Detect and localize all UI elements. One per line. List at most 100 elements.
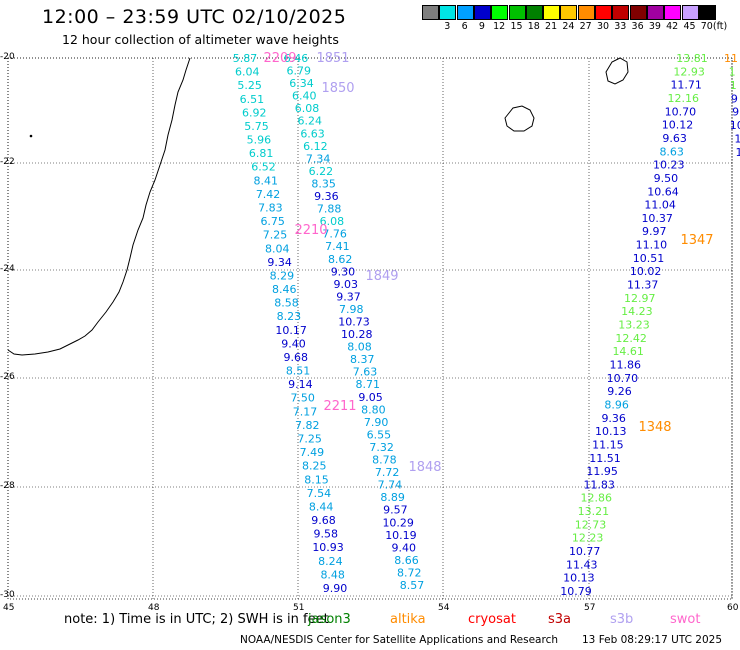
wave-height-value: 10.19 (385, 529, 417, 542)
colorbar-label: 70 (700, 21, 713, 32)
pass-number-label: 2209 (263, 51, 296, 66)
wave-height-value: 7.49 (300, 446, 325, 459)
wave-height-value: 1 (730, 79, 737, 92)
footnote: note: 1) Time is in UTC; 2) SWH is in fe… (64, 612, 329, 627)
wave-height-value: 10.13 (563, 572, 595, 585)
wave-height-value: 9.40 (391, 541, 416, 554)
wave-height-value: 8.41 (254, 174, 279, 187)
longitude-tick-label: 45 (3, 603, 15, 613)
lat-lon-grid (7, 57, 733, 600)
madagascar-coastline (7, 57, 191, 356)
wave-height-value: 9.63 (662, 132, 687, 145)
colorbar-swatch (577, 5, 595, 20)
wave-height-value: 6.63 (300, 127, 325, 140)
wave-height-value: 10.70 (607, 372, 639, 385)
wave-height-value: 8.96 (604, 398, 629, 411)
wave-height-value: 14.61 (612, 345, 644, 358)
wave-height-value: 10.13 (595, 425, 627, 438)
wave-height-value: 9.36 (601, 412, 626, 425)
wave-height-value: 7.90 (364, 416, 389, 429)
wave-height-value: 9.58 (314, 528, 339, 541)
wave-height-value: 8.58 (274, 297, 299, 310)
wave-height-value: 11.95 (586, 465, 618, 478)
colorbar-swatch (439, 5, 457, 20)
wave-height-value: 7.98 (339, 303, 364, 316)
latitude-tick-label: -30 (0, 590, 15, 600)
satellite-legend-item: altika (390, 612, 426, 627)
colorbar-swatch (525, 5, 543, 20)
colorbar-swatch (473, 5, 491, 20)
wave-height-value: 6.12 (303, 140, 328, 153)
altimeter-tracks: 5.876.045.256.516.925.755.966.816.528.41… (233, 52, 740, 598)
wave-height-value: 12.16 (668, 92, 700, 105)
wave-height-value: 6.75 (260, 215, 285, 228)
wave-height-value: 6.22 (309, 165, 334, 178)
satellite-legend-item: swot (670, 612, 701, 627)
wave-height-value: 8.51 (286, 365, 311, 378)
map-title: 12:00 – 23:59 UTC 02/10/2025 (42, 6, 347, 28)
wave-height-value: 9.05 (358, 391, 383, 404)
wave-height-value: 9.30 (331, 265, 356, 278)
wave-height-value: 13.21 (578, 505, 610, 518)
wave-height-value: 10.28 (341, 328, 373, 341)
wave-height-value: 10 (730, 119, 740, 132)
wave-height-value: 7.42 (256, 188, 281, 201)
colorbar-swatch (491, 5, 509, 20)
wave-height-value: 9 (731, 92, 738, 105)
wave-height-value: 11 (724, 52, 738, 65)
wave-height-value: 5.87 (233, 52, 258, 65)
satellite-legend-item: cryosat (468, 612, 516, 627)
wave-height-value: 10.64 (647, 185, 679, 198)
wave-height-value: 6.04 (235, 66, 260, 79)
latitude-tick-label: -28 (0, 481, 15, 491)
wave-height-value: 10.51 (633, 252, 665, 265)
wave-height-value: 6.34 (289, 77, 314, 90)
longitude-tick-label: 51 (293, 603, 305, 613)
pass-number-label: 1849 (365, 269, 398, 284)
pass-number-label: 1348 (638, 420, 671, 435)
wave-height-value: 11.71 (670, 79, 702, 92)
colorbar-swatch (508, 5, 526, 20)
wave-height-value: 8.29 (270, 269, 295, 282)
colorbar-label: 15 (510, 21, 523, 32)
pass-number-label: 1848 (408, 460, 441, 475)
wave-height-value: 13.81 (676, 52, 708, 65)
wave-height-value: 12.86 (581, 492, 613, 505)
wave-height-value: 13.23 (618, 319, 650, 332)
wave-height-value: 1 (734, 133, 740, 146)
wave-height-value: 9.37 (336, 290, 361, 303)
reunion-island (504, 105, 535, 132)
small-island (29, 134, 33, 138)
pass-number-label: 2210 (294, 223, 327, 238)
wave-height-value: 12.23 (572, 532, 604, 545)
longitude-tick-label: 54 (438, 603, 450, 613)
wave-height-value: 8.46 (272, 283, 297, 296)
wave-height-value: 6.81 (249, 147, 274, 160)
colorbar-label: 21 (545, 21, 558, 32)
wave-height-value: 10.77 (569, 545, 601, 558)
colorbar-swatch (456, 5, 474, 20)
wave-height-value: 8.89 (380, 491, 405, 504)
wave-height-value: 5.75 (244, 120, 269, 133)
wave-height-value: 10.29 (382, 516, 414, 529)
wave-height-value: 7.25 (263, 229, 288, 242)
pass-number-label: 2211 (323, 399, 356, 414)
wave-height-value: 12.73 (575, 518, 607, 531)
wave-height-value: 8.37 (350, 353, 375, 366)
wave-height-value: 9.50 (654, 172, 679, 185)
mauritius-island (605, 57, 629, 85)
colorbar-swatch (612, 5, 630, 20)
wave-height-value: 10.70 (665, 105, 697, 118)
wave-height-value: 8.15 (304, 473, 329, 486)
wave-height-value: 7.83 (258, 201, 283, 214)
footer-timestamp: 13 Feb 08:29:17 UTC 2025 (582, 634, 722, 646)
wave-height-value: 8.63 (659, 145, 684, 158)
wave-height-value: 8.80 (361, 403, 386, 416)
wave-height-value: 8.71 (356, 378, 381, 391)
wave-height-value: 1 (736, 146, 740, 159)
wave-height-value: 7.32 (369, 441, 394, 454)
wave-height-value: 12.97 (624, 292, 656, 305)
wave-height-value: 8.04 (265, 242, 290, 255)
wave-height-value: 8.35 (311, 177, 336, 190)
